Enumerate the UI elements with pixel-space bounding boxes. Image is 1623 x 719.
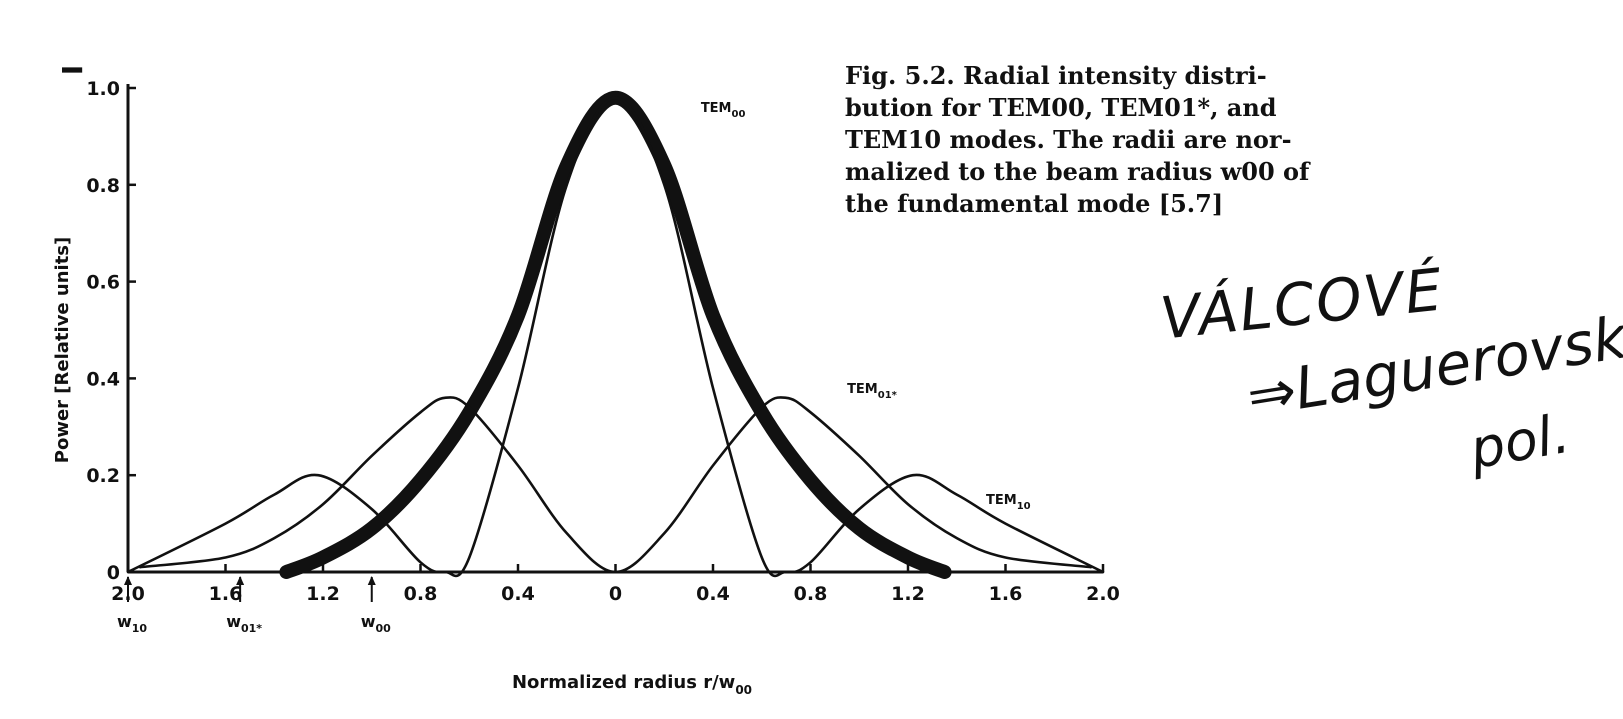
x-tick-label: 2.0	[1086, 583, 1120, 605]
caption-line: Fig. 5.2. Radial intensity distri-	[845, 61, 1267, 90]
beam-radius-markers: w10 w01* w00	[117, 576, 391, 635]
y-tick-label: 0.4	[86, 368, 120, 390]
series-label: TEM10	[986, 493, 1031, 512]
y-tick-label: 1.0	[86, 78, 120, 100]
y-tick-label: 0.2	[86, 465, 120, 487]
x-tick-label: 1.2	[891, 583, 925, 605]
series-label: TEM00	[701, 101, 746, 120]
marker-label: w00	[361, 612, 391, 635]
x-tick-label: 0.4	[696, 583, 730, 605]
x-tick-label: 0.8	[404, 583, 438, 605]
caption-line: bution for TEM00, TEM01*, and	[845, 93, 1277, 122]
figure-caption: Fig. 5.2. Radial intensity distri- butio…	[845, 60, 1315, 220]
series-label: TEM01*	[847, 382, 898, 401]
y-axis-symbol: I	[56, 65, 89, 75]
y-axis-label: Power [Relative units]	[52, 237, 73, 463]
series-layer: TEM00 TEM01* TEM10	[126, 90, 1105, 579]
x-tick-label: 1.6	[989, 583, 1023, 605]
x-axis: 2.0 1.6 1.2 0.8 0.4 0 0.4 0.8 1.2 1.6 2.0	[111, 564, 1120, 605]
x-tick-label: 0	[609, 583, 622, 605]
y-tick-label: 0.8	[86, 175, 120, 197]
x-axis-label: Normalized radius r/w00	[512, 672, 752, 697]
y-axis: 0 0.2 0.4 0.6 0.8 1.0	[86, 78, 136, 584]
marker-label: w10	[117, 612, 147, 635]
x-tick-label: 0.4	[501, 583, 535, 605]
x-tick-label: 0.8	[794, 583, 828, 605]
y-tick-label: 0	[107, 562, 120, 584]
marker-arrowhead	[367, 576, 376, 585]
x-tick-label: 1.6	[209, 583, 243, 605]
caption-line: TEM10 modes. The radii are nor-	[845, 125, 1292, 154]
y-tick-label: 0.6	[86, 272, 120, 294]
marker-arrowhead	[236, 576, 245, 585]
caption-line: the fundamental mode [5.7]	[845, 189, 1224, 218]
marker-arrowhead	[124, 576, 132, 585]
x-tick-label: 1.2	[306, 583, 340, 605]
caption-line: malized to the beam radius w00 of	[845, 157, 1310, 186]
series-line-tem10	[126, 96, 1105, 578]
marker-label: w01*	[226, 612, 262, 635]
series-line-tem01-star	[138, 396, 1093, 574]
